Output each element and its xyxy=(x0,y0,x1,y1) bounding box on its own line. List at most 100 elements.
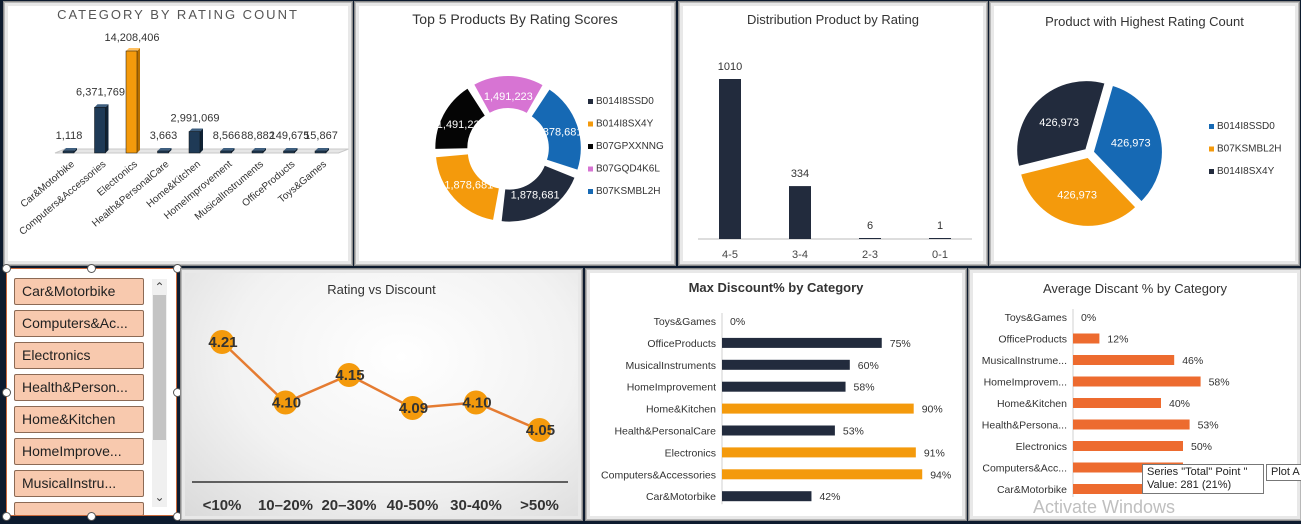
rating-discount-data-label: 4.10 xyxy=(462,395,491,412)
distribution-tick-label: 0-1 xyxy=(932,249,948,261)
max-discount-tick-label: Home&Kitchen xyxy=(646,404,716,416)
category-slicer[interactable]: Car&Motorbike Computers&Ac... Electronics H… xyxy=(6,268,177,516)
distribution-bar xyxy=(719,79,741,239)
highest-legend-swatch xyxy=(1209,169,1214,174)
rating-discount-title: Rating vs Discount xyxy=(327,282,436,297)
avg-discount-bar xyxy=(1073,484,1183,494)
avg-discount-tick-label: Electronics xyxy=(1016,441,1067,453)
slicer-item-partial[interactable] xyxy=(14,502,144,515)
rating-discount-panel[interactable]: Rating vs Discount 4.21 <10% 4.10 10–20% 4.1… xyxy=(181,269,582,520)
distribution-bar xyxy=(929,238,951,239)
rating-discount-data-label: 4.21 xyxy=(208,334,237,351)
category-rating-panel[interactable]: CATEGORY BY RATING COUNT 1,118 Car&Motorb… xyxy=(4,2,352,265)
highest-legend-label: B07KSMBL2H xyxy=(1217,144,1281,155)
distribution-panel[interactable]: Distribution Product by Rating 1010 4-5 33… xyxy=(679,2,987,265)
slicer-item[interactable]: Health&Person... xyxy=(14,374,144,401)
avg-discount-tick-label: OfficeProducts xyxy=(998,334,1067,346)
rating-discount-line xyxy=(221,341,540,432)
rating-discount-tick-label: >50% xyxy=(520,497,559,514)
category-data-label: 88,882 xyxy=(241,130,275,142)
avg-discount-data-label: 12% xyxy=(1107,334,1128,346)
chart-tooltip: Series "Total" Point " Value: 281 (21%) xyxy=(1142,464,1264,494)
category-data-label: 8,566 xyxy=(213,130,241,142)
rating-discount-chart[interactable]: 4.21 <10% 4.10 10–20% 4.15 20–30% 4.09 40-50% 4.… xyxy=(182,270,582,520)
avg-discount-panel[interactable]: Average Discant % by Category Toys&Games… xyxy=(969,269,1301,520)
max-discount-panel[interactable]: Max Discount% by Category Toys&Games 0% Of… xyxy=(586,269,966,520)
max-discount-bar xyxy=(722,425,835,436)
top5-title: Top 5 Products By Rating Scores xyxy=(412,11,618,27)
slicer-scrollbar[interactable]: ⌃ ⌄ xyxy=(152,279,167,507)
category-bar-side xyxy=(231,148,235,153)
rating-discount-point xyxy=(400,396,425,420)
resize-handle-tr[interactable] xyxy=(173,264,182,273)
category-bar-side xyxy=(200,128,203,153)
max-discount-data-label: 94% xyxy=(930,469,951,481)
top5-legend-swatch xyxy=(588,121,593,127)
max-discount-data-label: 53% xyxy=(843,426,864,438)
category-bar xyxy=(314,150,327,154)
top5-slice xyxy=(474,76,543,113)
category-bar-top xyxy=(94,104,109,108)
top5-chart[interactable]: 1,878,681 1,878,681 1,878,681 1,491,223 1,49… xyxy=(356,3,675,265)
max-discount-chart[interactable]: Toys&Games 0% OfficeProducts 75% MusicalInst… xyxy=(587,270,966,520)
activate-windows-watermark: Activate Windows xyxy=(1033,497,1176,517)
scroll-up-icon[interactable]: ⌃ xyxy=(154,280,165,294)
max-discount-bar xyxy=(722,469,923,480)
distribution-chart[interactable]: 1010 4-5 334 3-4 6 2-3 1 0-1 xyxy=(680,3,987,265)
top5-legend-swatch xyxy=(588,166,593,172)
tooltip-line2: Value: 281 (21%) xyxy=(1147,479,1232,491)
distribution-data-label: 334 xyxy=(791,168,809,180)
highest-panel[interactable]: Product with Highest Rating Count 426,97… xyxy=(990,2,1299,265)
avg-discount-bar xyxy=(1073,333,1100,344)
top5-legend-label: B014I8SSD0 xyxy=(596,96,654,107)
avg-discount-tick-label: Toys&Games xyxy=(1005,312,1067,324)
distribution-tick-label: 3-4 xyxy=(792,249,808,261)
max-discount-bar xyxy=(722,491,812,502)
category-bar xyxy=(157,150,169,154)
max-discount-data-label: 90% xyxy=(922,404,943,416)
avg-discount-data-label: 40% xyxy=(1169,398,1190,410)
resize-handle-tm[interactable] xyxy=(87,264,96,273)
scroll-thumb[interactable] xyxy=(153,295,166,440)
category-bar xyxy=(188,131,201,154)
max-discount-title: Max Discount% by Category xyxy=(688,280,864,295)
max-discount-tick-label: OfficeProducts xyxy=(647,338,716,350)
top5-panel[interactable]: Top 5 Products By Rating Scores 1,878,68… xyxy=(355,2,675,265)
scroll-down-icon[interactable]: ⌄ xyxy=(154,490,165,504)
category-bar-top xyxy=(252,148,266,151)
top5-legend-label: B014I8SX4Y xyxy=(596,119,654,130)
category-bar-side xyxy=(137,48,140,153)
category-data-label: 15,867 xyxy=(304,130,338,142)
slicer-item[interactable]: HomeImprove... xyxy=(14,438,144,465)
avg-discount-data-label: 53% xyxy=(1198,420,1219,432)
resize-handle-bm[interactable] xyxy=(87,512,96,521)
top5-data-label: 1,878,681 xyxy=(534,127,583,139)
resize-handle-tl[interactable] xyxy=(2,264,11,273)
max-discount-data-label: 60% xyxy=(858,360,879,372)
rating-discount-tick-label: 40-50% xyxy=(387,497,439,514)
avg-discount-chart[interactable]: Toys&Games 0% OfficeProducts 12% MusicalInst… xyxy=(970,270,1301,520)
slicer-item[interactable]: MusicalInstru... xyxy=(14,470,144,497)
top5-legend-swatch xyxy=(588,99,593,104)
avg-discount-tick-label: Computers&Acc... xyxy=(982,463,1067,475)
slicer-item[interactable]: Computers&Ac... xyxy=(14,310,144,337)
highest-legend-label: B014I8SX4Y xyxy=(1217,166,1275,177)
top5-slice xyxy=(435,88,485,149)
category-data-label: 2,991,069 xyxy=(171,113,220,125)
rating-discount-point xyxy=(337,363,361,387)
category-rating-chart[interactable]: 1,118Car&Motorbike6,371,769Computers&Acc… xyxy=(5,3,352,265)
resize-handle-bl[interactable] xyxy=(2,512,11,521)
slicer-item[interactable]: Electronics xyxy=(14,342,144,369)
slicer-item[interactable]: Home&Kitchen xyxy=(14,406,144,433)
top5-legend-swatch xyxy=(588,189,593,194)
avg-discount-bar xyxy=(1073,398,1161,408)
slicer-item[interactable]: Car&Motorbike xyxy=(14,278,144,305)
distribution-data-label: 6 xyxy=(867,220,873,232)
category-bar-side xyxy=(294,148,298,153)
top5-data-label: 1,491,223 xyxy=(437,119,486,131)
rating-discount-point xyxy=(527,418,552,442)
highest-chart[interactable]: 426,973 426,973 426,973 B014I8SSD0 B07KSMBL2… xyxy=(991,3,1299,265)
resize-handle-ml[interactable] xyxy=(2,388,11,397)
avg-discount-data-label: 50% xyxy=(1191,441,1212,453)
max-discount-tick-label: Electronics xyxy=(665,447,716,459)
